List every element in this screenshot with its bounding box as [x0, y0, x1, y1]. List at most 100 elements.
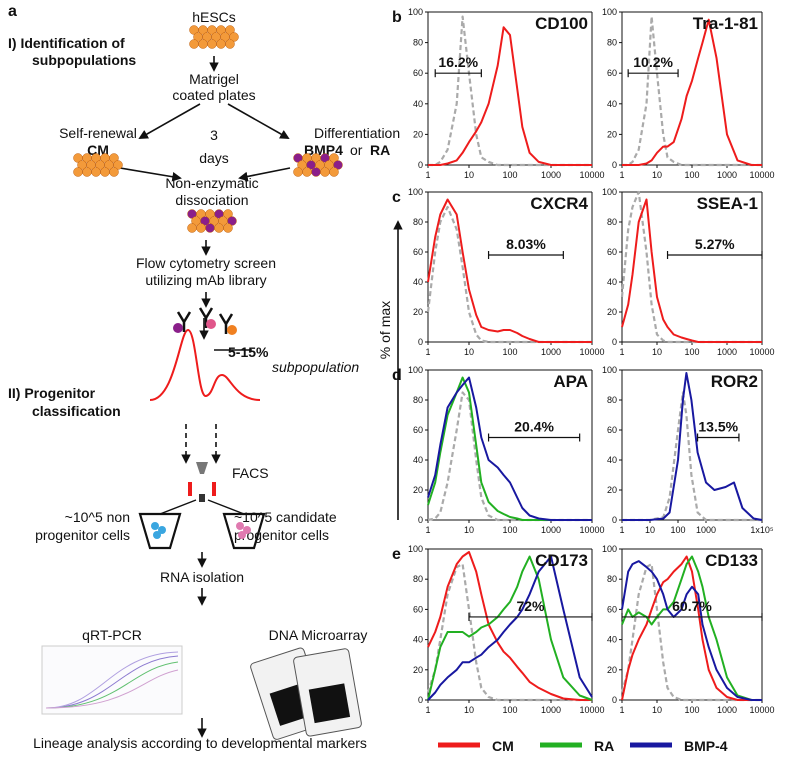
x-tick-label: 10000 [579, 347, 604, 357]
cell [187, 223, 197, 233]
y-tick-label: 40 [413, 277, 423, 287]
antigen [173, 323, 183, 333]
label: qRT-PCR [82, 627, 142, 643]
y-tick-label: 20 [413, 129, 423, 139]
histogram-line [428, 26, 592, 166]
antigen [206, 319, 216, 329]
qpcr-curves [45, 651, 179, 709]
y-tick-label: 100 [408, 365, 423, 375]
qpcr-plot [41, 645, 183, 715]
y-tick-label: 40 [607, 99, 617, 109]
chart-title: ROR2 [711, 372, 758, 391]
label: RNA isolation [160, 569, 244, 585]
gate-label: 8.03% [506, 236, 546, 252]
label: ~10^5 non [65, 509, 130, 525]
cell [223, 223, 233, 233]
x-tick-label: 10000 [579, 170, 604, 180]
sorted-cells [151, 522, 251, 539]
step-title: subpopulations [32, 52, 136, 68]
cell [189, 39, 199, 49]
label: ~10^5 candidate [234, 509, 337, 525]
x-tick-label: 100 [684, 347, 699, 357]
panel-labels: b c d e [392, 9, 402, 563]
x-tick-label: 10000 [579, 525, 604, 535]
cell [196, 223, 206, 233]
x-tick-label: 10 [464, 347, 474, 357]
y-axis-label: % of max [377, 301, 393, 359]
histogram-line [427, 391, 592, 522]
label: Lineage analysis according to developmen… [33, 735, 367, 751]
histogram-line [621, 198, 762, 343]
label: hESCs [192, 9, 236, 25]
step-title: II) Progenitor [8, 385, 96, 401]
x-tick-label: 1 [425, 525, 430, 535]
y-tick-label: 20 [413, 665, 423, 675]
x-tick-label: 10000 [749, 705, 774, 715]
y-tick-label: 100 [602, 187, 617, 197]
x-tick-label: 1 [619, 525, 624, 535]
histogram-line [620, 190, 762, 344]
y-tick-label: 0 [418, 515, 423, 525]
chart-title: CD133 [705, 551, 758, 570]
histogram-line [426, 205, 592, 344]
antigen [227, 325, 237, 335]
y-tick-label: 100 [408, 7, 423, 17]
label: Non-enzymatic [165, 175, 258, 191]
histogram-line [622, 15, 762, 167]
x-tick-label: 100 [502, 347, 517, 357]
x-tick-label: 1000 [696, 525, 716, 535]
y-tick-label: 80 [413, 574, 423, 584]
x-tick-label: 1000 [541, 525, 561, 535]
stream [199, 494, 205, 502]
cell [82, 167, 92, 177]
y-tick-label: 0 [418, 337, 423, 347]
antibodies [176, 307, 234, 334]
workflow-diagram: a I) Identification of subpopulations hE… [8, 3, 400, 751]
step-title: classification [32, 403, 121, 419]
x-tick-label: 100 [502, 170, 517, 180]
gate-label: 72% [516, 598, 545, 614]
chart-title: CD100 [535, 14, 588, 33]
y-tick-label: 100 [602, 7, 617, 17]
gate-label: 16.2% [438, 54, 478, 70]
panel-label: b [392, 9, 402, 26]
label: coated plates [172, 87, 255, 103]
x-tick-label: 1 [619, 347, 624, 357]
cell-cluster [73, 153, 123, 177]
x-tick-label: 100 [684, 705, 699, 715]
label: 3 [210, 127, 218, 143]
gate-label: 13.5% [698, 419, 738, 435]
histogram-line [427, 198, 592, 343]
x-tick-label: 10000 [749, 170, 774, 180]
label: Differentiation [314, 125, 400, 141]
arrows [119, 56, 291, 738]
gate-label: 20.4% [514, 419, 554, 435]
cell [320, 167, 330, 177]
x-tick-label: 10 [464, 170, 474, 180]
y-tick-label: 80 [607, 574, 617, 584]
x-tick-label: 10 [652, 347, 662, 357]
histogram-line [427, 551, 592, 701]
y-tick-label: 20 [607, 129, 617, 139]
chart-title: CD173 [535, 551, 588, 570]
y-tick-label: 40 [607, 635, 617, 645]
y-tick-label: 80 [413, 395, 423, 405]
y-tick-label: 80 [413, 38, 423, 48]
histogram-line [622, 372, 763, 521]
label: RA [370, 142, 390, 158]
histogram-line [620, 563, 762, 702]
deflector [188, 482, 192, 496]
histogram-line [621, 555, 762, 701]
gate-label: 60.7% [672, 598, 712, 614]
chart-title: CXCR4 [530, 194, 588, 213]
cell [216, 39, 226, 49]
y-tick-label: 60 [413, 247, 423, 257]
y-tick-label: 80 [607, 395, 617, 405]
label: dissociation [175, 192, 248, 208]
x-tick-label: 10 [464, 705, 474, 715]
cell [205, 223, 215, 233]
x-tick-label: 1 [619, 170, 624, 180]
x-tick-label: 1x10⁵ [750, 525, 774, 535]
sketch-histogram [149, 328, 261, 401]
y-tick-label: 20 [413, 485, 423, 495]
